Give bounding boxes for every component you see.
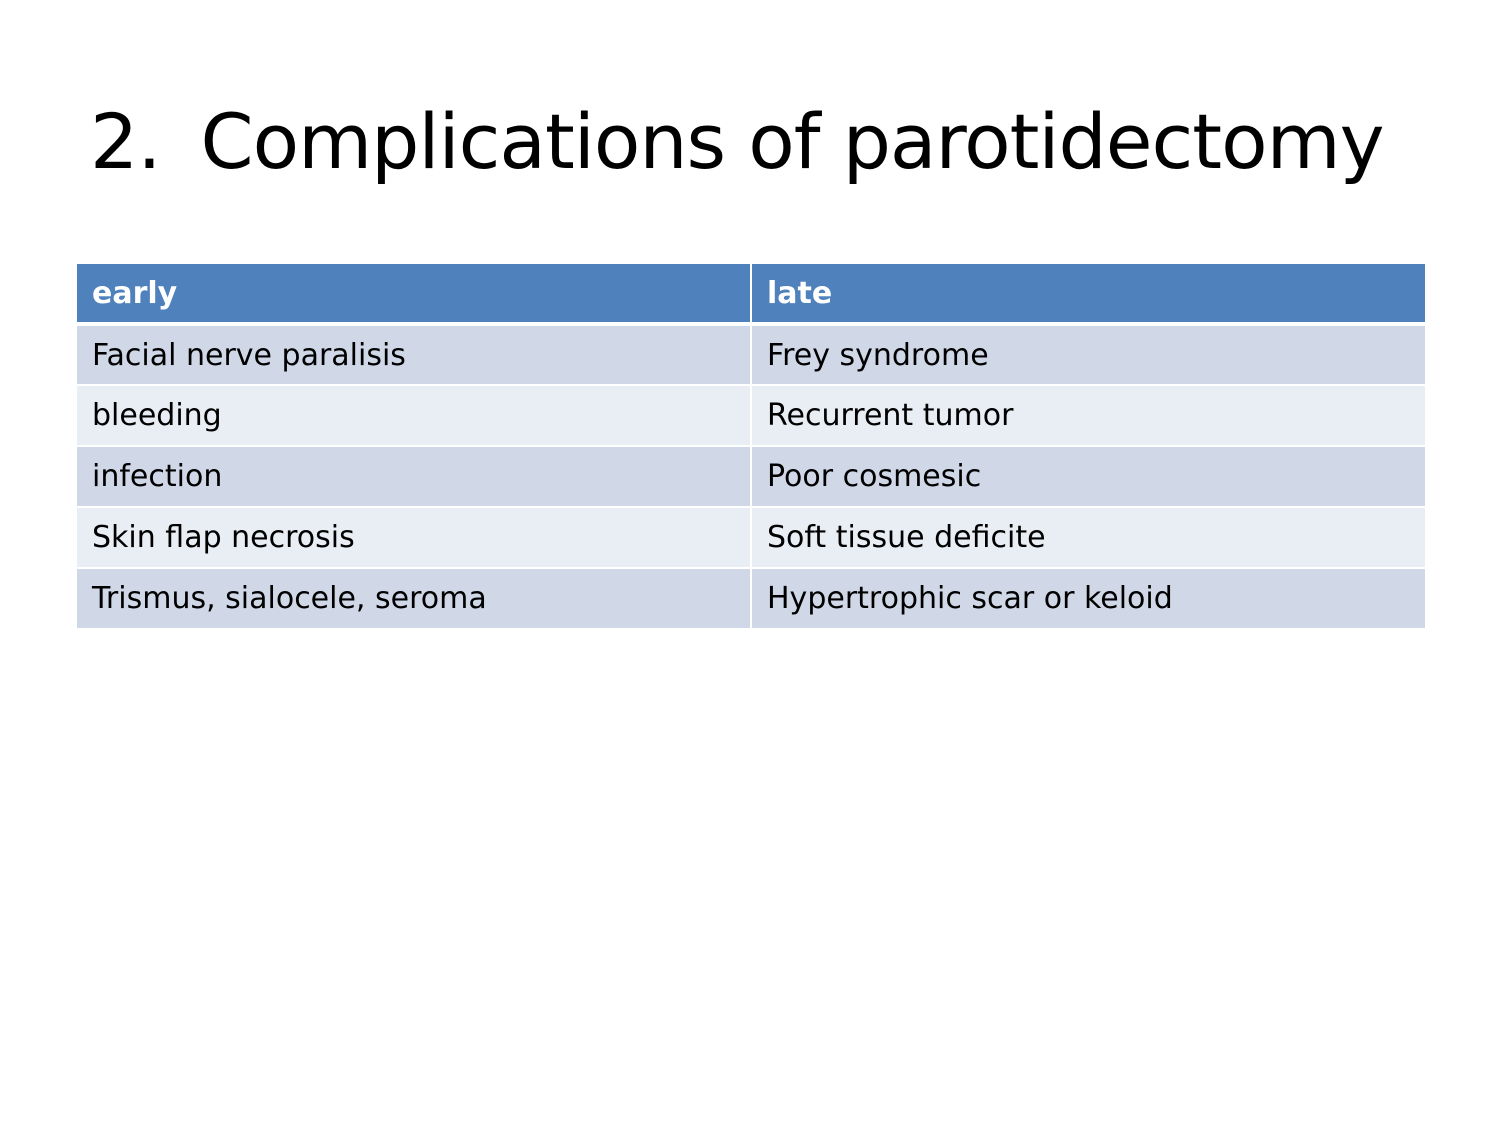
cell-late: Soft tissue deficite <box>750 506 1427 569</box>
complications-table: early late Facial nerve paralisis Frey s… <box>75 262 1427 630</box>
cell-early: infection <box>75 445 752 508</box>
cell-late: Frey syndrome <box>750 323 1427 386</box>
cell-late: Recurrent tumor <box>750 384 1427 447</box>
header-early: early <box>75 262 752 326</box>
table-row: Trismus, sialocele, seroma Hypertrophic … <box>75 567 1427 630</box>
cell-late: Hypertrophic scar or keloid <box>750 567 1427 630</box>
table-row: bleeding Recurrent tumor <box>75 384 1427 447</box>
cell-early: Facial nerve paralisis <box>75 323 752 386</box>
table-row: Skin flap necrosis Soft tissue deficite <box>75 506 1427 569</box>
header-late: late <box>750 262 1427 326</box>
slide-title: 2. Complications of parotidectomy <box>90 92 1385 192</box>
cell-early: Skin flap necrosis <box>75 506 752 569</box>
cell-late: Poor cosmesic <box>750 445 1427 508</box>
title-text: Complications of parotidectomy <box>200 97 1385 186</box>
table-row: Facial nerve paralisis Frey syndrome <box>75 323 1427 386</box>
cell-early: bleeding <box>75 384 752 447</box>
title-number: 2. <box>90 97 162 186</box>
table-header-row: early late <box>75 262 1427 326</box>
cell-early: Trismus, sialocele, seroma <box>75 567 752 630</box>
table-row: infection Poor cosmesic <box>75 445 1427 508</box>
